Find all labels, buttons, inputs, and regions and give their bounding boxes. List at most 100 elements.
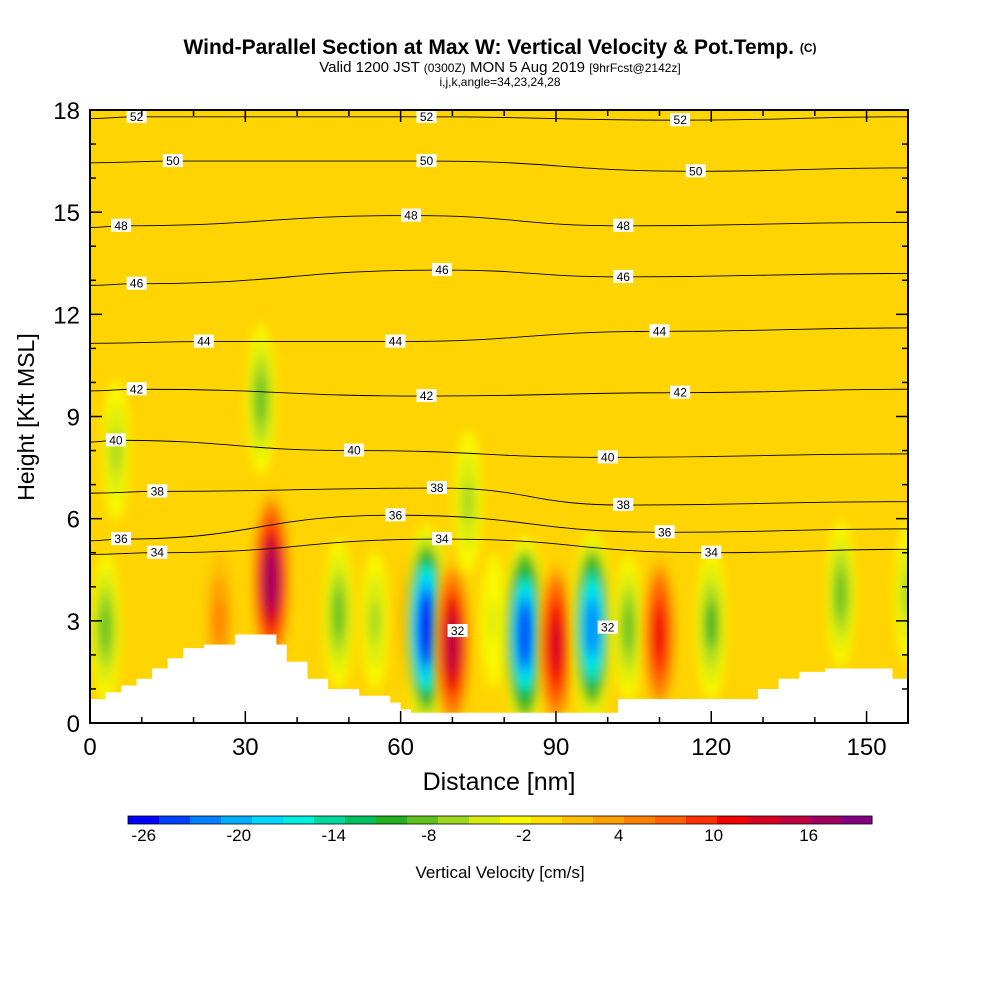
colorbar [127, 815, 873, 825]
theta-label-bg [597, 620, 618, 634]
colorbar-frame [127, 815, 873, 825]
velocity-contour-band [419, 597, 434, 658]
velocity-contour-band [488, 599, 499, 643]
colorbar-tick-label: 16 [799, 826, 819, 845]
copyright-mark: (C) [799, 41, 817, 55]
velocity-cell [434, 558, 471, 723]
theta-label-bg [685, 164, 706, 178]
velocity-contour-band [462, 479, 474, 525]
theta-contour-label: 34 [151, 546, 165, 560]
theta-contour-label: 36 [389, 508, 403, 522]
colorbar-tick-label: -8 [421, 826, 437, 845]
theta-contour-label: 50 [166, 154, 180, 168]
theta-contour-label: 40 [347, 444, 361, 458]
colorbar-tick-label: -14 [321, 826, 347, 845]
theta-label-bg [385, 508, 406, 522]
y-axis-label: Height [Kft MSL] [13, 333, 39, 500]
theta-label-bg [193, 334, 214, 348]
velocity-cell [481, 553, 507, 689]
theta-label-bg [654, 525, 675, 539]
theta-contour-label: 42 [420, 389, 434, 403]
x-tick-label: 60 [387, 734, 414, 761]
y-tick-label: 6 [67, 507, 80, 534]
theta-label-bg [447, 624, 468, 638]
colorbar-swatch [779, 816, 811, 824]
theta-label-bg [597, 450, 618, 464]
velocity-contour-band [518, 605, 532, 664]
colorbar-swatch [841, 816, 873, 824]
theta-label-bg [126, 276, 147, 290]
theta-contour-label: 32 [451, 624, 465, 638]
colorbar-swatch [252, 816, 284, 824]
theta-contour-label: 38 [151, 484, 165, 498]
theta-contour-label: 40 [109, 433, 123, 447]
colorbar-swatch [593, 816, 625, 824]
theta-contour-label: 44 [389, 335, 403, 349]
colorbar-tick-label: -26 [131, 826, 157, 845]
theta-contour-label: 42 [674, 386, 688, 400]
colorbar-swatch [314, 816, 346, 824]
velocity-cell [643, 554, 676, 715]
velocity-contour-band [705, 600, 717, 648]
colorbar-swatch [407, 816, 439, 824]
theta-contour-label: 52 [674, 113, 688, 127]
x-tick-label: 150 [847, 734, 887, 761]
y-tick-label: 9 [67, 405, 80, 432]
colorbar-swatch [655, 816, 687, 824]
colorbar-tick-label: -20 [226, 826, 252, 845]
colorbar-swatch [376, 816, 408, 824]
theta-label-bg [147, 484, 168, 498]
y-tick-label: 18 [53, 98, 80, 125]
terrain-mask [90, 634, 908, 723]
x-tick-label: 30 [232, 734, 259, 761]
chart-title-block: Wind-Parallel Section at Max W: Vertical… [0, 36, 1000, 88]
velocity-contour-band [835, 570, 847, 617]
velocity-contour-band [214, 598, 225, 643]
grid-indices-line: i,j,k,angle=34,23,24,28 [439, 75, 561, 89]
colorbar-swatch [717, 816, 749, 824]
velocity-cell [453, 429, 483, 574]
theta-label-bg [385, 334, 406, 348]
velocity-cell [503, 535, 547, 723]
theta-label-bg [105, 433, 126, 447]
y-tick-label: 12 [53, 302, 80, 329]
theta-label-bg [344, 443, 365, 457]
vertical-velocity-field [90, 324, 908, 723]
theta-contour-labels: 52 52 52 50 50 50 48 48 48 46 46 46 44 44 44 42 42 42 40 40… [105, 110, 722, 638]
velocity-cell [102, 379, 130, 522]
theta-label-bg [701, 545, 722, 559]
theta-label-bg [147, 545, 168, 559]
velocity-contour-band [100, 604, 111, 651]
colorbar-swatch [810, 816, 842, 824]
velocity-contour-band [623, 604, 634, 651]
colorbar-tick-label: 10 [704, 826, 724, 845]
chart-title: Wind-Parallel Section at Max W: Vertical… [183, 36, 817, 59]
velocity-contour-band [369, 598, 380, 643]
velocity-cell [323, 538, 354, 690]
theta-contour-label: 50 [689, 164, 703, 178]
velocity-cell [613, 553, 644, 702]
theta-contour-label: 38 [617, 498, 631, 512]
colorbar-tick-label: -2 [516, 826, 532, 845]
theta-contour-label: 52 [130, 110, 144, 124]
velocity-cell [826, 519, 856, 668]
theta-label-bg [670, 385, 691, 399]
theta-label-bg [400, 208, 421, 222]
theta-label-bg [432, 263, 453, 277]
theta-label-bg [111, 218, 132, 232]
theta-label-bg [162, 154, 183, 168]
colorbar-swatch [500, 816, 532, 824]
velocity-cell [538, 561, 574, 723]
y-tick-label: 15 [53, 200, 80, 227]
velocity-contour-band [264, 553, 278, 607]
colorbar-tick-label: 4 [613, 826, 624, 845]
colorbar-swatch [686, 816, 718, 824]
colorbar-swatch [438, 816, 470, 824]
theta-label-bg [416, 110, 437, 123]
theta-label-bg [649, 324, 670, 338]
velocity-contour-band [653, 609, 666, 660]
velocity-cell [245, 324, 276, 475]
velocity-cell [361, 550, 389, 692]
